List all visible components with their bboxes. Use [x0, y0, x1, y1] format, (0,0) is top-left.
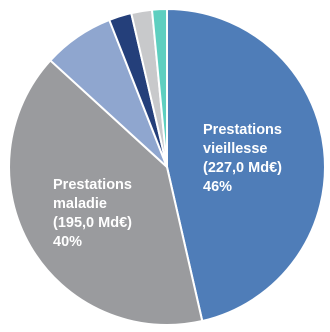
- pie-labels: Prestations vieillesse (227,0 Md€) 46% P…: [53, 122, 286, 250]
- pie-slice-0: [166, 8, 326, 323]
- slice-label-vieillesse: Prestations vieillesse (227,0 Md€) 46%: [203, 122, 286, 195]
- pie-slices: [8, 7, 326, 326]
- pie-slice-5: [151, 7, 168, 168]
- pie-slice-1: [8, 59, 204, 326]
- slice-label-maladie: Prestations maladie (195,0 Md€) 40%: [53, 177, 136, 250]
